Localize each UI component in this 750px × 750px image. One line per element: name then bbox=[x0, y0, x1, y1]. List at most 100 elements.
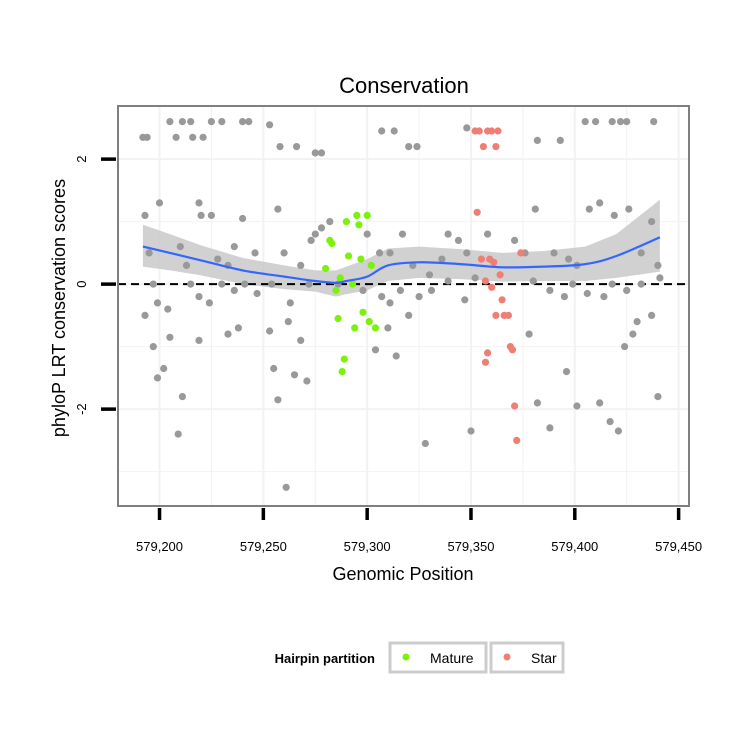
data-point-other bbox=[378, 127, 386, 135]
data-point-other bbox=[166, 333, 174, 341]
data-point-star bbox=[481, 277, 490, 285]
data-point-star bbox=[488, 283, 496, 291]
legend-title: Hairpin partition bbox=[275, 651, 375, 666]
x-tick-label: 579,350 bbox=[447, 539, 494, 554]
data-point-other bbox=[583, 289, 591, 298]
data-point-other bbox=[293, 143, 301, 151]
data-point-other bbox=[195, 199, 203, 207]
data-point-mature bbox=[365, 318, 373, 326]
data-point-other bbox=[654, 261, 662, 269]
data-point-other bbox=[253, 289, 261, 298]
data-point-other bbox=[581, 118, 589, 126]
data-point-other bbox=[270, 364, 278, 373]
data-point-other bbox=[656, 274, 664, 282]
smooth-line-layer bbox=[142, 236, 661, 285]
data-point-other bbox=[637, 280, 645, 288]
data-point-other bbox=[637, 249, 645, 257]
data-point-mature bbox=[342, 218, 350, 226]
data-point-other bbox=[529, 277, 537, 285]
data-point-other bbox=[550, 249, 558, 257]
data-point-star bbox=[477, 255, 485, 263]
data-point-other bbox=[525, 330, 533, 338]
data-point-mature bbox=[336, 274, 344, 282]
data-point-other bbox=[305, 280, 313, 288]
data-point-other bbox=[650, 118, 658, 126]
data-point-other bbox=[378, 293, 386, 301]
data-point-star bbox=[492, 311, 500, 319]
data-point-other bbox=[239, 118, 247, 126]
data-point-other bbox=[405, 143, 413, 151]
data-point-other bbox=[251, 249, 259, 257]
data-point-other bbox=[467, 427, 475, 435]
data-point-other bbox=[274, 205, 282, 213]
data-point-other bbox=[384, 324, 392, 332]
data-point-other bbox=[297, 336, 305, 344]
x-tick-label: 579,250 bbox=[240, 539, 287, 554]
data-point-other bbox=[596, 399, 604, 407]
x-tick-label: 579,300 bbox=[344, 539, 391, 554]
data-point-other bbox=[614, 427, 623, 435]
data-point-star bbox=[484, 349, 492, 357]
data-point-other bbox=[145, 249, 153, 257]
data-point-mature bbox=[334, 314, 342, 323]
legend-label-mature: Mature bbox=[430, 650, 474, 666]
data-point-other bbox=[172, 133, 180, 141]
legend-key-star-dot bbox=[503, 653, 511, 661]
data-point-other bbox=[633, 318, 641, 326]
data-point-other bbox=[623, 286, 631, 294]
confidence-band bbox=[142, 199, 660, 297]
data-point-other bbox=[195, 293, 203, 301]
data-point-star bbox=[488, 127, 496, 135]
data-point-other bbox=[546, 286, 554, 294]
data-point-star bbox=[504, 311, 512, 319]
data-point-other bbox=[484, 230, 492, 238]
data-point-other bbox=[616, 118, 625, 126]
data-point-other bbox=[363, 230, 371, 238]
data-point-other bbox=[303, 377, 311, 385]
data-point-other bbox=[207, 118, 215, 126]
x-tick-label: 579,450 bbox=[655, 539, 702, 554]
data-point-other bbox=[214, 255, 222, 263]
data-point-other bbox=[195, 336, 203, 344]
data-point-other bbox=[396, 286, 404, 294]
data-point-other bbox=[276, 143, 284, 151]
data-point-mature bbox=[353, 211, 361, 219]
data-point-other bbox=[438, 255, 446, 263]
data-point-other bbox=[153, 374, 162, 382]
data-point-other bbox=[245, 118, 253, 126]
data-point-star bbox=[473, 208, 481, 216]
data-point-other bbox=[623, 118, 631, 126]
data-point-other bbox=[187, 118, 195, 126]
data-point-other bbox=[230, 286, 238, 294]
data-point-other bbox=[178, 118, 186, 126]
data-point-mature bbox=[328, 239, 336, 248]
data-point-other bbox=[290, 371, 299, 379]
data-point-other bbox=[268, 280, 276, 288]
data-point-other bbox=[596, 199, 604, 207]
data-point-other bbox=[621, 343, 629, 351]
data-point-other bbox=[282, 483, 290, 491]
data-point-other bbox=[413, 143, 421, 151]
data-point-other bbox=[141, 211, 149, 219]
y-tick-label: 2 bbox=[74, 156, 89, 163]
data-point-other bbox=[463, 124, 471, 132]
point-layer bbox=[139, 118, 664, 491]
panel-border bbox=[117, 105, 690, 507]
data-point-other bbox=[160, 364, 168, 373]
grid-layer bbox=[118, 106, 689, 506]
data-point-other bbox=[286, 299, 294, 307]
data-point-other bbox=[444, 277, 452, 285]
data-point-other bbox=[625, 205, 633, 213]
confidence-band-layer bbox=[142, 199, 660, 297]
legend-key-star-frame bbox=[489, 641, 565, 674]
data-point-other bbox=[405, 311, 413, 319]
data-point-other bbox=[471, 274, 479, 282]
data-point-other bbox=[174, 430, 182, 438]
data-point-star bbox=[494, 127, 502, 135]
data-point-other bbox=[390, 127, 398, 135]
data-point-other bbox=[376, 249, 384, 257]
data-point-other bbox=[608, 280, 616, 288]
data-point-other bbox=[454, 236, 463, 244]
data-point-star bbox=[492, 143, 500, 151]
